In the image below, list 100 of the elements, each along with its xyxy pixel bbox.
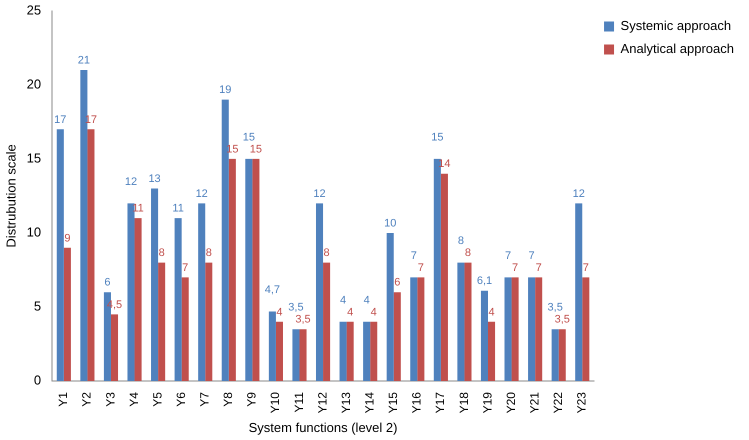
data-label: 4,7 [264, 284, 280, 296]
bar [480, 290, 488, 382]
x-tick-label: Y1 [56, 392, 70, 407]
y-tick-label: 0 [34, 372, 42, 388]
data-label: 8 [206, 247, 212, 260]
x-tick-label: Y23 [574, 392, 589, 414]
bar [464, 262, 472, 382]
x-tick-label: Y4 [126, 392, 141, 407]
bar [488, 322, 496, 382]
x-tick-label: Y2 [80, 392, 94, 407]
bar [252, 158, 260, 382]
x-tick-label: Y19 [480, 392, 494, 414]
bar [198, 203, 206, 382]
data-label: 4 [276, 306, 283, 318]
bar [417, 277, 424, 382]
bar [80, 70, 88, 382]
bar [182, 277, 189, 382]
bar [528, 277, 536, 382]
x-tick-label: Y14 [362, 392, 376, 414]
x-tick-label: Y6 [174, 392, 188, 407]
data-label: 7 [582, 262, 589, 274]
legend-label: Analytical approach [620, 41, 734, 56]
bar [346, 322, 354, 382]
legend-label: Systemic approach [620, 18, 732, 34]
bar [268, 311, 276, 382]
x-tick-label: Y3 [103, 392, 118, 407]
data-label: 3,5 [288, 302, 304, 314]
bar [582, 277, 590, 382]
bar [174, 218, 182, 382]
data-label: 8 [158, 247, 165, 260]
x-tick-label: Y21 [527, 392, 542, 414]
bar [205, 262, 212, 382]
x-tick-label: Y8 [221, 392, 236, 407]
x-tick-label: Y10 [268, 392, 282, 414]
bar [370, 322, 378, 382]
data-label: 7 [410, 250, 417, 262]
x-axis-title: System functions (level 2) [248, 420, 398, 435]
bar [87, 129, 94, 382]
bar [363, 322, 370, 382]
data-label: 4 [364, 294, 370, 306]
bar [316, 203, 324, 382]
x-tick-label: Y16 [410, 392, 424, 414]
data-label: 12 [313, 188, 326, 200]
data-label: 10 [384, 217, 396, 230]
x-tick-label: Y11 [292, 392, 306, 413]
bar [134, 218, 142, 382]
data-label: 7 [504, 250, 512, 262]
bar [340, 322, 347, 382]
bar [56, 129, 64, 382]
data-label: 12 [124, 176, 138, 188]
x-tick-label: Y12 [315, 392, 330, 414]
bar [558, 329, 566, 382]
y-tick-label: 15 [26, 150, 42, 166]
data-label: 15 [242, 131, 255, 144]
data-label: 12 [196, 188, 208, 200]
bar [299, 329, 307, 382]
data-label: 15 [250, 143, 262, 156]
bar [127, 203, 135, 382]
data-label: 15 [431, 131, 444, 144]
bar [552, 329, 559, 382]
data-label: 17 [54, 114, 66, 126]
data-label: 4 [340, 294, 346, 306]
x-tick-label: Y7 [198, 392, 212, 407]
data-label: 4 [488, 306, 495, 318]
x-tick-label: Y18 [456, 392, 471, 414]
data-label: 7 [512, 262, 518, 274]
bar [575, 203, 582, 382]
bar [410, 277, 418, 382]
bar [535, 277, 542, 382]
data-label: 6,1 [476, 275, 492, 288]
x-tick-label: Y5 [150, 392, 164, 407]
data-label: 8 [458, 235, 464, 248]
bar [110, 314, 118, 382]
bar [276, 322, 283, 382]
data-label: 6 [394, 276, 400, 289]
x-tick-label: Y20 [504, 392, 518, 414]
bar [386, 232, 394, 382]
y-tick-label: 25 [26, 2, 42, 18]
bar [151, 188, 158, 382]
x-tick-label: Y22 [551, 392, 566, 414]
data-label: 7 [536, 262, 542, 274]
data-label: 7 [182, 262, 188, 274]
data-label: 7 [528, 250, 535, 262]
y-axis-title: Distrubution scale [3, 144, 18, 248]
data-label: 4 [347, 306, 354, 318]
bar [245, 158, 252, 382]
x-tick-label: Y13 [338, 392, 353, 414]
data-label: 13 [148, 173, 161, 186]
data-label: 8 [324, 247, 330, 260]
data-label: 4 [370, 306, 377, 318]
bar [158, 262, 166, 382]
bar [434, 158, 441, 382]
data-label: 12 [572, 188, 585, 200]
data-label: 8 [464, 247, 472, 260]
data-label: 3,5 [554, 314, 570, 326]
bar [323, 262, 330, 382]
bar [512, 277, 519, 382]
y-tick-label: 5 [34, 298, 42, 314]
bar [394, 292, 401, 382]
bar [504, 277, 512, 382]
